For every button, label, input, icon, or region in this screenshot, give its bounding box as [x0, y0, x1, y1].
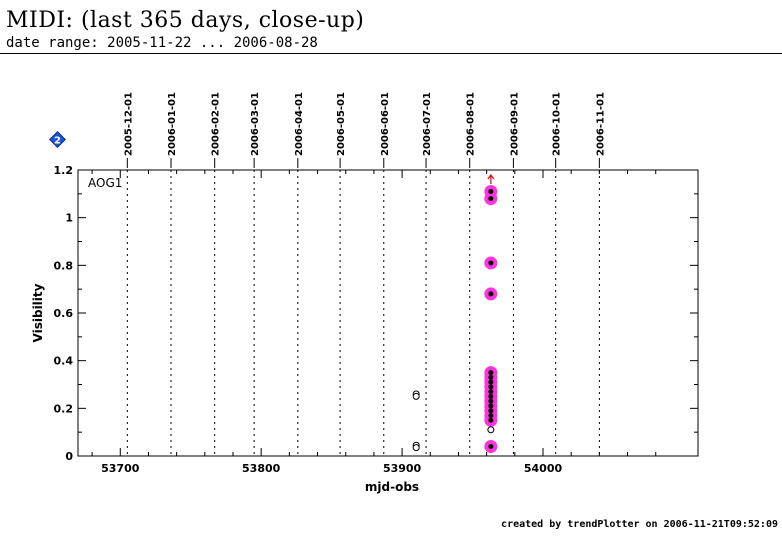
data-point: [488, 370, 494, 376]
page-title: MIDI: (last 365 days, close-up): [6, 8, 365, 33]
data-point: [488, 291, 494, 297]
off-scale-arrow: [487, 174, 495, 184]
data-point: [488, 374, 494, 380]
date-gridlines: [126, 158, 600, 456]
open-data-point: [412, 392, 420, 400]
data-point: [488, 188, 494, 194]
data-point: [488, 384, 494, 390]
y-axis: 0 0.2 0.4 0.6 0.8 1 1.2: [54, 164, 698, 463]
data-point: [488, 443, 494, 449]
x-axis: 53700 53800 53900 54000: [91, 170, 657, 475]
date-label: 2006-06-01: [380, 92, 391, 156]
blue-diamond-icon: 2: [49, 131, 66, 148]
data-point: [488, 398, 494, 404]
x-tick-label: 53900: [383, 462, 422, 475]
open-data-point: [487, 426, 495, 434]
date-label: 2006-02-01: [211, 92, 222, 156]
x-tick-label: 53700: [101, 462, 140, 475]
footer-credit: created by trendPlotter on 2006-11-21T09…: [501, 519, 778, 530]
date-labels: 2005-12-01 2006-01-01 2006-02-01 2006-03-01…: [123, 92, 606, 156]
date-label: 2006-04-01: [294, 92, 305, 156]
open-data-point: [412, 444, 420, 452]
data-point: [488, 412, 494, 418]
y-axis-label: Visibility: [31, 283, 45, 342]
arrow-head: [487, 174, 495, 180]
panel-label: AOG1: [88, 176, 122, 190]
x-tick-label: 54000: [524, 462, 563, 475]
date-label: 2006-08-01: [466, 92, 477, 156]
y-tick-label: 0.8: [54, 259, 74, 272]
header-divider: [0, 53, 782, 54]
y-tick-label: 0.2: [54, 402, 74, 415]
date-label: 2006-09-01: [509, 92, 520, 156]
date-label: 2006-07-01: [422, 92, 433, 156]
date-label: 2006-01-01: [167, 92, 178, 156]
data-point: [488, 403, 494, 409]
y-tick-label: 0.6: [54, 307, 74, 320]
x-tick-label: 53800: [242, 462, 281, 475]
y-tick-label: 0.4: [54, 355, 74, 368]
date-label: 2005-12-01: [123, 92, 134, 156]
y-tick-label: 1: [65, 212, 73, 225]
data-point: [488, 393, 494, 399]
marker-label: 2: [54, 136, 61, 147]
data-point: [488, 196, 494, 202]
date-label: 2006-05-01: [336, 92, 347, 156]
data-point: [488, 417, 494, 423]
data-point: [488, 379, 494, 385]
y-tick-label: 0: [65, 450, 73, 463]
date-range-subtitle: date range: 2005-11-22 ... 2006-08-28: [6, 35, 318, 51]
data-point: [488, 389, 494, 395]
y-tick-label: 1.2: [54, 164, 74, 177]
date-label: 2006-03-01: [250, 92, 261, 156]
date-label: 2006-11-01: [595, 92, 606, 156]
x-axis-label: mjd-obs: [365, 480, 419, 494]
data-point: [488, 408, 494, 414]
date-label: 2006-10-01: [552, 92, 563, 156]
data-points: [412, 184, 498, 453]
data-point: [488, 260, 494, 266]
